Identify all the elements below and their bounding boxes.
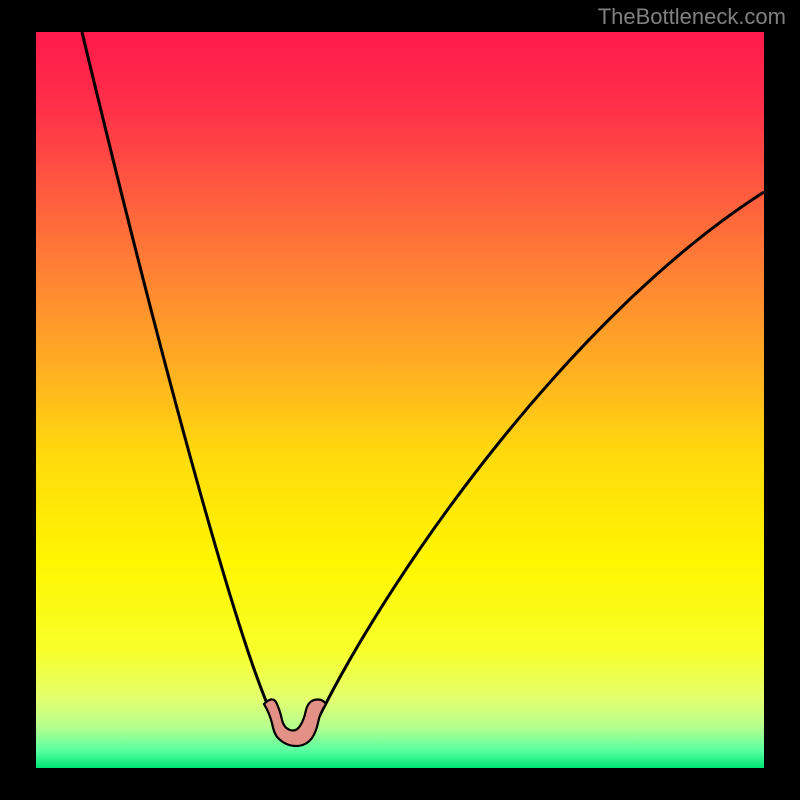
plot-svg: [36, 32, 764, 768]
gradient-bg: [36, 32, 764, 768]
canvas-root: TheBottleneck.com: [0, 0, 800, 800]
watermark-text: TheBottleneck.com: [598, 4, 786, 30]
plot-area: [36, 32, 764, 768]
